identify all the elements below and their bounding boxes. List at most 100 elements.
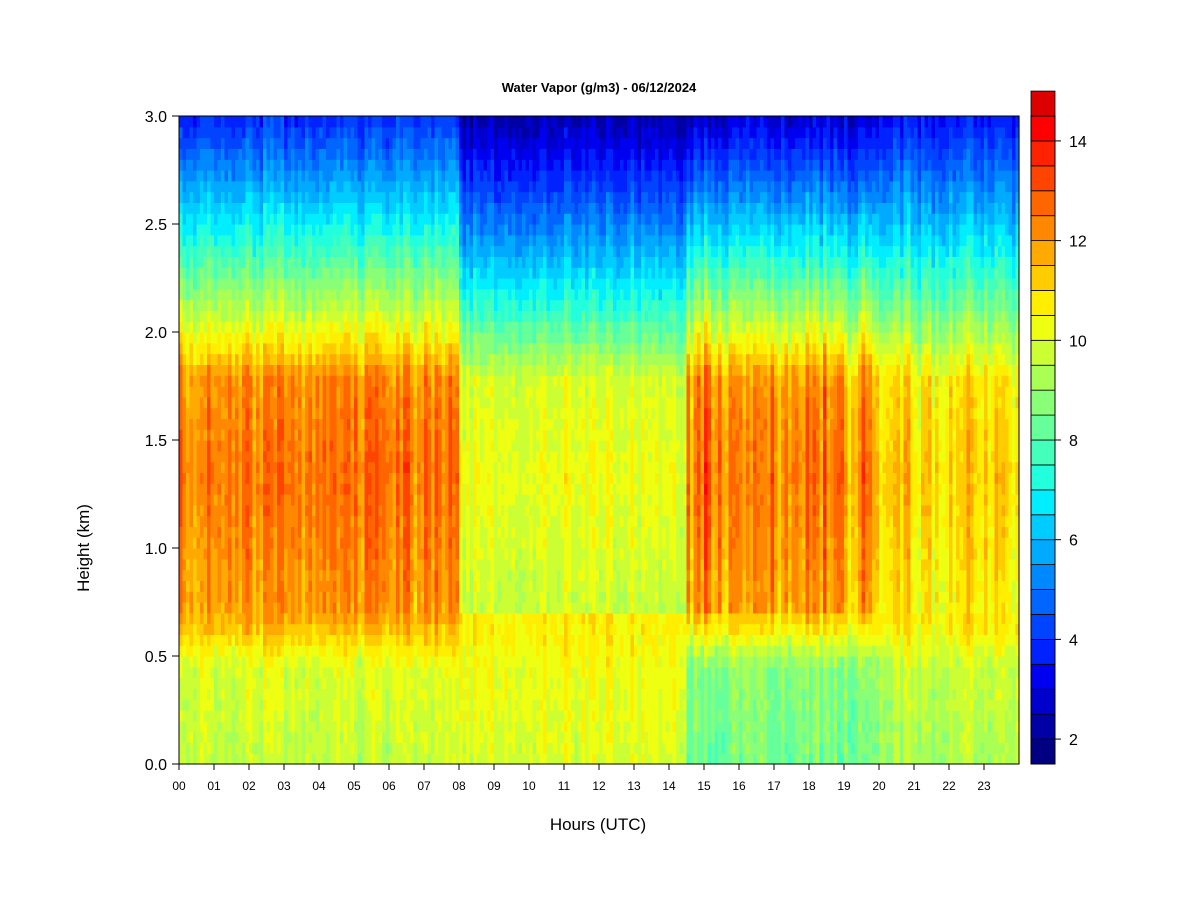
heatmap-cell (340, 299, 345, 311)
heatmap-cell (203, 234, 208, 247)
heatmap-cell (403, 256, 408, 268)
heatmap-cell (357, 202, 362, 214)
heatmap-cell (406, 472, 411, 484)
heatmap-cell (326, 699, 331, 711)
heatmap-cell (217, 494, 222, 506)
heatmap-cell (214, 666, 219, 679)
heatmap-cell (347, 504, 352, 517)
heatmap-cell (329, 440, 334, 452)
heatmap-cell (280, 450, 285, 463)
heatmap-cell (336, 278, 341, 290)
heatmap-cell (326, 688, 331, 700)
heatmap-cell (452, 321, 457, 333)
heatmap-cell (319, 558, 324, 571)
heatmap-cell (329, 472, 334, 484)
heatmap-cell (221, 213, 226, 225)
heatmap-cell (466, 537, 471, 549)
heatmap-cell (284, 353, 289, 365)
heatmap-cell (459, 591, 464, 603)
heatmap-cell (182, 666, 187, 679)
heatmap-cell (455, 526, 460, 538)
heatmap-cell (336, 569, 341, 581)
heatmap-cell (438, 483, 443, 495)
heatmap-cell (312, 645, 317, 657)
heatmap-cell (287, 137, 292, 149)
heatmap-cell (203, 720, 208, 733)
heatmap-cell (259, 202, 264, 214)
heatmap-cell (448, 116, 453, 128)
heatmap-cell (277, 159, 282, 171)
heatmap-cell (389, 450, 394, 463)
heatmap-cell (382, 126, 387, 139)
heatmap-cell (326, 656, 331, 668)
heatmap-cell (336, 634, 341, 646)
heatmap-cell (287, 720, 292, 733)
heatmap-cell (336, 677, 341, 689)
heatmap-cell (263, 602, 268, 614)
heatmap-cell (273, 342, 278, 355)
heatmap-cell (434, 191, 439, 203)
heatmap-cell (308, 472, 313, 484)
heatmap-cell (291, 461, 296, 473)
heatmap-cell (224, 731, 229, 743)
heatmap-cell (347, 353, 352, 365)
heatmap-cell (305, 612, 310, 625)
heatmap-cell (361, 753, 366, 765)
heatmap-cell (298, 170, 303, 182)
heatmap-cell (350, 353, 355, 365)
heatmap-cell (189, 364, 194, 376)
heatmap-cell (291, 245, 296, 257)
heatmap-cell (389, 386, 394, 398)
heatmap-cell (462, 170, 467, 182)
heatmap-cell (466, 310, 471, 322)
heatmap-cell (385, 321, 390, 333)
heatmap-cell (410, 170, 415, 182)
heatmap-cell (182, 418, 187, 430)
heatmap-cell (294, 116, 299, 128)
heatmap-cell (238, 180, 243, 193)
heatmap-cell (256, 116, 261, 128)
heatmap-cell (378, 429, 383, 441)
heatmap-cell (270, 407, 275, 419)
heatmap-cell (403, 483, 408, 495)
heatmap-cell (438, 137, 443, 149)
heatmap-cell (371, 634, 376, 646)
heatmap-cell (368, 548, 373, 560)
heatmap-cell (452, 677, 457, 689)
heatmap-cell (214, 126, 219, 139)
heatmap-cell (242, 515, 247, 527)
heatmap-cell (312, 710, 317, 722)
heatmap-cell (301, 213, 306, 225)
heatmap-cell (347, 602, 352, 614)
heatmap-cell (347, 148, 352, 160)
heatmap-cell (455, 623, 460, 635)
heatmap-cell (312, 526, 317, 538)
heatmap-cell (221, 440, 226, 452)
heatmap-cell (298, 483, 303, 495)
heatmap-cell (305, 515, 310, 527)
heatmap-cell (315, 710, 320, 722)
heatmap-cell (228, 569, 233, 581)
heatmap-cell (462, 256, 467, 268)
heatmap-cell (340, 742, 345, 754)
heatmap-cell (441, 180, 446, 193)
heatmap-cell (438, 396, 443, 409)
heatmap-cell (301, 472, 306, 484)
heatmap-cell (343, 699, 348, 711)
heatmap-cell (431, 180, 436, 193)
heatmap-cell (256, 267, 261, 279)
heatmap-cell (413, 483, 418, 495)
heatmap-cell (203, 116, 208, 128)
heatmap-cell (431, 623, 436, 635)
heatmap-cell (462, 126, 467, 139)
heatmap-cell (221, 256, 226, 268)
heatmap-cell (389, 483, 394, 495)
heatmap-cell (350, 256, 355, 268)
heatmap-cell (378, 494, 383, 506)
heatmap-cell (294, 245, 299, 257)
heatmap-cell (189, 440, 194, 452)
heatmap-cell (371, 666, 376, 679)
heatmap-cell (375, 645, 380, 657)
heatmap-cell (438, 170, 443, 182)
heatmap-cell (392, 278, 397, 290)
